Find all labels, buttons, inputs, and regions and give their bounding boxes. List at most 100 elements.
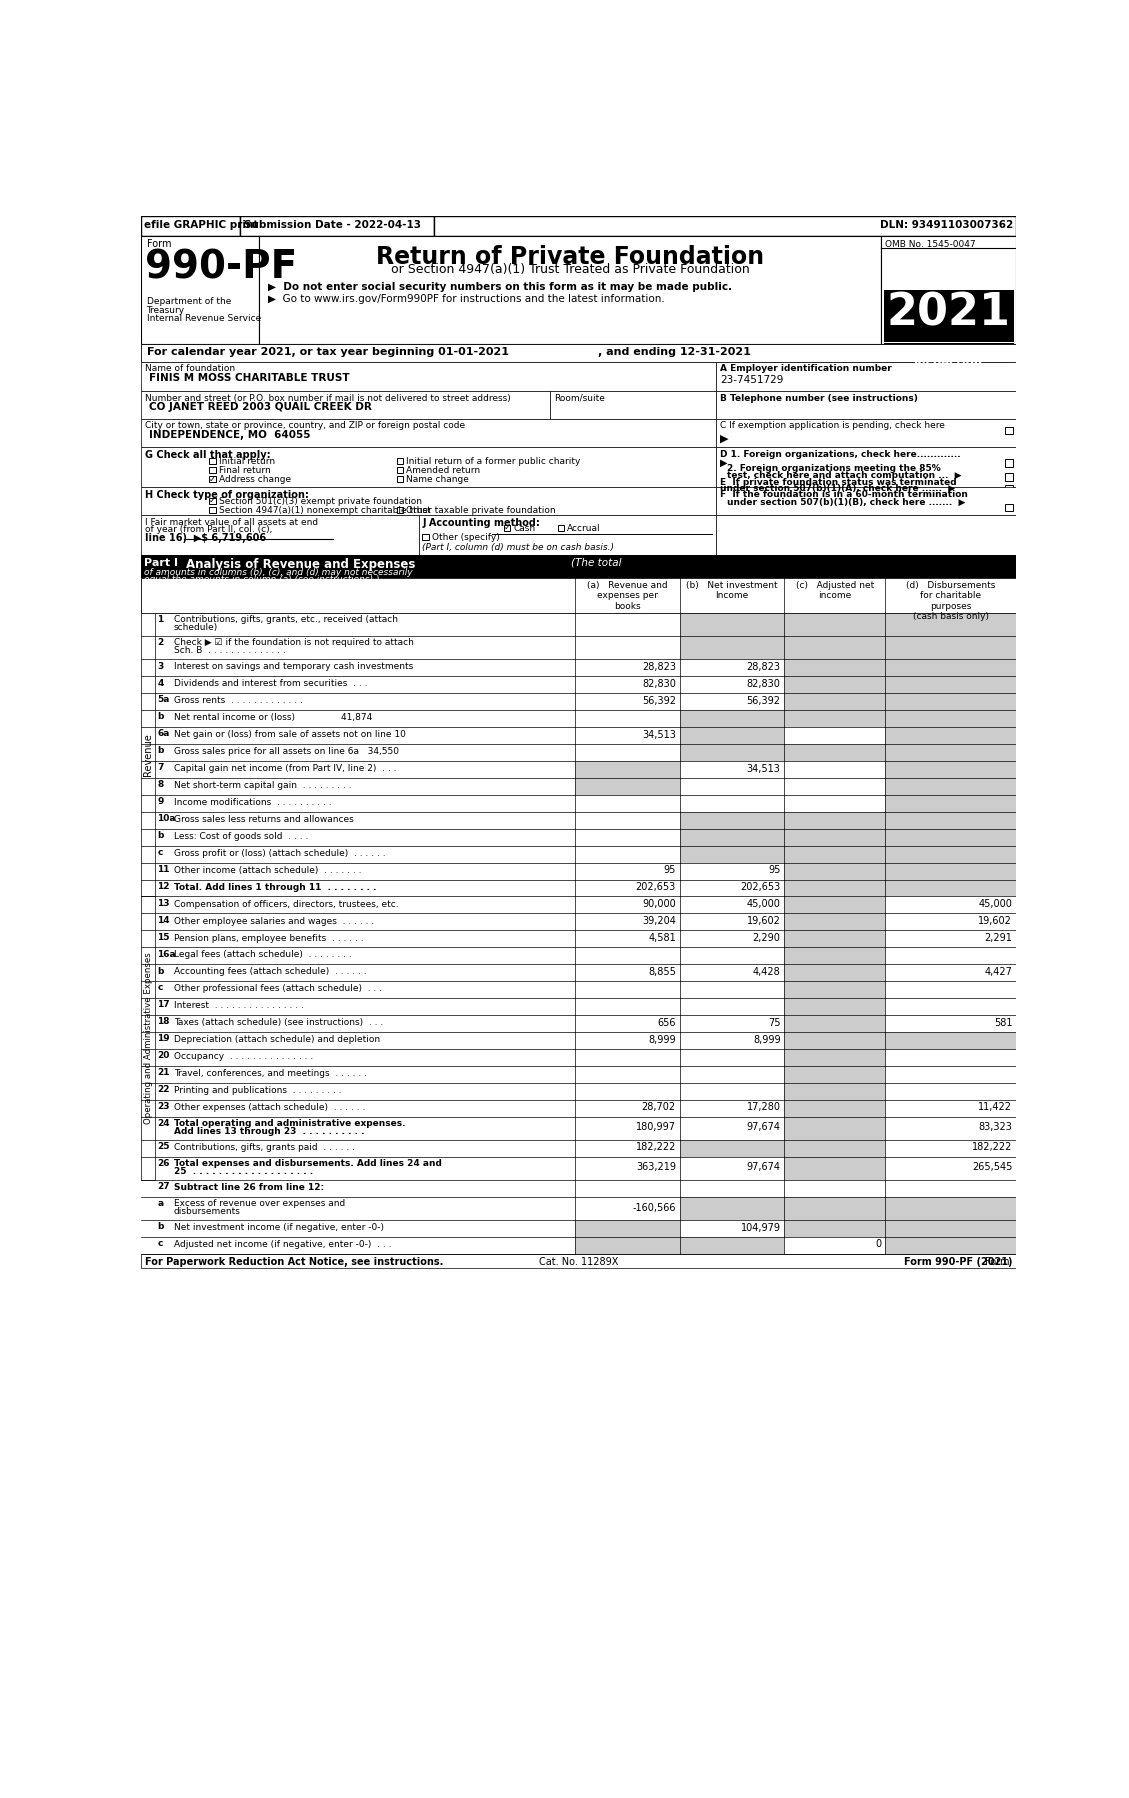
Bar	[785, 1100, 885, 1117]
Text: ▶  Do not enter social security numbers on this form as it may be made public.: ▶ Do not enter social security numbers o…	[269, 282, 733, 291]
Text: disbursements: disbursements	[174, 1206, 240, 1215]
Bar	[785, 1219, 885, 1237]
Bar	[1005, 458, 1013, 467]
Text: 6a: 6a	[157, 730, 169, 739]
Bar	[716, 361, 1016, 392]
Text: Net short-term capital gain  . . . . . . . . .: Net short-term capital gain . . . . . . …	[174, 780, 351, 789]
Text: Internal Revenue Service: Internal Revenue Service	[147, 315, 261, 324]
Text: 82,830: 82,830	[746, 680, 780, 689]
Text: Initial return of a former public charity: Initial return of a former public charit…	[406, 457, 580, 466]
Text: Name change: Name change	[406, 475, 469, 484]
Text: 202,653: 202,653	[636, 883, 676, 892]
Text: Other employee salaries and wages  . . . . . .: Other employee salaries and wages . . . …	[174, 917, 374, 926]
Text: OMB No. 1545-0047: OMB No. 1545-0047	[885, 239, 975, 248]
Text: b: b	[157, 712, 164, 721]
Text: line 16)  ▶$ 6,719,606: line 16) ▶$ 6,719,606	[145, 532, 266, 543]
Bar	[785, 1066, 885, 1082]
Text: Printing and publications  . . . . . . . . .: Printing and publications . . . . . . . …	[174, 1086, 341, 1095]
Text: 2021: 2021	[886, 291, 1010, 334]
Bar	[680, 811, 785, 829]
Text: 34,513: 34,513	[746, 764, 780, 773]
Text: 28,702: 28,702	[641, 1102, 676, 1113]
Bar	[785, 930, 885, 948]
Bar	[209, 467, 216, 473]
Bar	[785, 636, 885, 660]
Text: 45,000: 45,000	[746, 899, 780, 910]
Bar	[785, 913, 885, 930]
Bar	[1005, 503, 1013, 511]
Text: b: b	[157, 831, 164, 840]
Text: equal the amounts in column (a) (see instructions).): equal the amounts in column (a) (see ins…	[145, 575, 379, 584]
Text: Net rental income or (loss)                41,874: Net rental income or (loss) 41,874	[174, 714, 371, 723]
Bar	[141, 1253, 1016, 1268]
Bar	[141, 236, 259, 343]
Bar	[141, 216, 240, 236]
Text: A Employer identification number: A Employer identification number	[720, 365, 892, 374]
Bar	[141, 577, 1016, 613]
Bar	[785, 660, 885, 676]
Text: Interest on savings and temporary cash investments: Interest on savings and temporary cash i…	[174, 662, 413, 671]
Text: Net investment income (if negative, enter -0-): Net investment income (if negative, ente…	[174, 1223, 384, 1232]
Bar	[397, 467, 403, 473]
Text: Address change: Address change	[219, 475, 291, 484]
Text: 8: 8	[157, 780, 164, 789]
Text: of year (from Part II, col. (c),: of year (from Part II, col. (c),	[145, 525, 272, 534]
Bar	[785, 694, 885, 710]
Text: Dividends and interest from securities  . . .: Dividends and interest from securities .…	[174, 680, 367, 689]
Text: Final return: Final return	[219, 466, 270, 475]
Text: b: b	[157, 1223, 164, 1232]
Bar	[716, 446, 1016, 487]
Text: 45,000: 45,000	[979, 899, 1013, 910]
Text: Department of the: Department of the	[147, 297, 231, 306]
Text: Sch. B  . . . . . . . . . . . . . .: Sch. B . . . . . . . . . . . . . .	[174, 645, 286, 654]
Bar	[785, 863, 885, 879]
Text: 22: 22	[157, 1084, 169, 1095]
Text: 90,000: 90,000	[642, 899, 676, 910]
Text: Cat. No. 11289X: Cat. No. 11289X	[539, 1257, 618, 1268]
Text: 8,999: 8,999	[648, 1034, 676, 1045]
Bar	[885, 811, 1016, 829]
Bar	[550, 392, 716, 419]
Text: (a)   Revenue and
expenses per
books: (a) Revenue and expenses per books	[587, 581, 667, 611]
Bar	[785, 1032, 885, 1048]
Text: ✓: ✓	[504, 523, 510, 532]
Text: Other professional fees (attach schedule)  . . .: Other professional fees (attach schedule…	[174, 984, 382, 992]
Text: 10a: 10a	[157, 814, 176, 823]
Bar	[680, 1237, 785, 1253]
Text: c: c	[157, 984, 163, 992]
Text: Occupancy  . . . . . . . . . . . . . . .: Occupancy . . . . . . . . . . . . . . .	[174, 1052, 313, 1061]
Text: Section 4947(a)(1) nonexempt charitable trust: Section 4947(a)(1) nonexempt charitable …	[219, 505, 430, 514]
Bar	[240, 216, 434, 236]
Text: J Accounting method:: J Accounting method:	[422, 518, 541, 527]
Text: E  If private foundation status was terminated: E If private foundation status was termi…	[720, 478, 956, 487]
Text: Total. Add lines 1 through 11  . . . . . . . .: Total. Add lines 1 through 11 . . . . . …	[174, 883, 376, 892]
Text: or Section 4947(a)(1) Trust Treated as Private Foundation: or Section 4947(a)(1) Trust Treated as P…	[391, 264, 750, 277]
Bar	[141, 897, 155, 1179]
Text: Compensation of officers, directors, trustees, etc.: Compensation of officers, directors, tru…	[174, 899, 399, 908]
Text: 25  . . . . . . . . . . . . . . . . . . .: 25 . . . . . . . . . . . . . . . . . . .	[174, 1167, 313, 1176]
Bar	[885, 863, 1016, 879]
Text: (The total: (The total	[571, 557, 622, 568]
Text: B Telephone number (see instructions): B Telephone number (see instructions)	[720, 394, 918, 403]
Text: c: c	[157, 1239, 163, 1248]
Text: CO JANET REED 2003 QUAIL CREEK DR: CO JANET REED 2003 QUAIL CREEK DR	[149, 403, 371, 412]
Text: 2: 2	[157, 638, 164, 647]
Text: 13: 13	[157, 899, 169, 908]
Text: G Check all that apply:: G Check all that apply:	[145, 450, 271, 460]
Text: 24: 24	[157, 1118, 170, 1127]
Bar	[397, 457, 403, 464]
Text: 34,513: 34,513	[642, 730, 676, 739]
Bar	[397, 476, 403, 482]
Text: schedule): schedule)	[174, 624, 218, 633]
Bar	[785, 879, 885, 897]
Text: Accounting fees (attach schedule)  . . . . . .: Accounting fees (attach schedule) . . . …	[174, 967, 366, 976]
Bar	[885, 779, 1016, 795]
Text: 14: 14	[157, 915, 170, 924]
Text: Operating and Administrative Expenses: Operating and Administrative Expenses	[143, 953, 152, 1124]
Text: 182,222: 182,222	[972, 1142, 1013, 1153]
Text: Other (specify): Other (specify)	[431, 532, 499, 541]
Text: 4,581: 4,581	[648, 933, 676, 942]
Text: 75: 75	[768, 1018, 780, 1028]
Text: Revenue: Revenue	[143, 734, 154, 777]
Text: 4,428: 4,428	[753, 967, 780, 976]
